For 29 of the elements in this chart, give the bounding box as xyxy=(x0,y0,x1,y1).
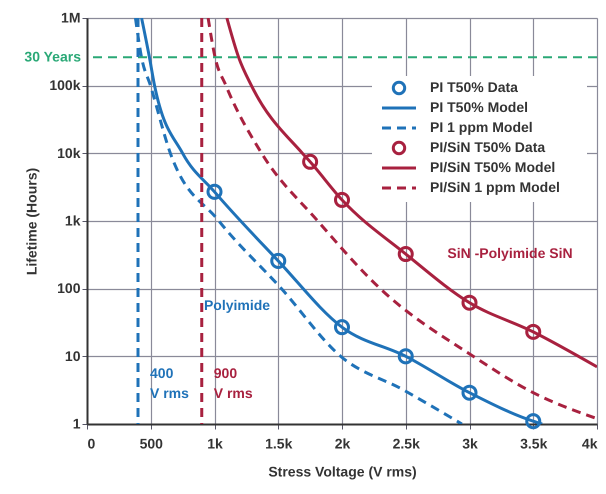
annotation: Polyimide xyxy=(204,297,270,313)
x-tick-label: 3.5k xyxy=(520,436,548,452)
y-tick-label: 10k xyxy=(57,144,81,161)
x-tick-label: 0 xyxy=(88,436,96,452)
x-tick-label: 1k xyxy=(207,436,223,452)
x-tick-label: 1.5k xyxy=(265,436,293,452)
x-axis-title: Stress Voltage (V rms) xyxy=(268,464,417,480)
ref-line-label: 30 Years xyxy=(24,48,82,64)
legend-label: PI/SiN 1 ppm Model xyxy=(430,179,560,195)
legend-label: PI/SiN T50% Data xyxy=(430,139,546,155)
legend-label: PI/SiN T50% Model xyxy=(430,159,556,175)
y-tick-label: 100k xyxy=(49,77,81,94)
y-axis-title: Lifetime (Hours) xyxy=(23,168,40,276)
y-tick-label: 100 xyxy=(57,280,81,296)
x-tick-label: 4k xyxy=(582,436,598,452)
y-tick-label: 1 xyxy=(72,416,81,432)
x-tick-label: 2k xyxy=(334,436,350,452)
ref-line-label: 900 V rms xyxy=(214,365,253,401)
legend-label: PI 1 ppm Model xyxy=(430,119,533,135)
legend-label: PI T50% Model xyxy=(430,99,528,115)
y-tick-label: 1M xyxy=(61,10,80,26)
y-tick-label: 1k xyxy=(64,212,81,228)
annotation: SiN -Polyimide SiN xyxy=(447,245,573,261)
x-tick-label: 500 xyxy=(140,436,164,452)
ref-line-label: 400 V rms xyxy=(150,365,190,401)
legend-label: PI T50% Data xyxy=(430,79,518,95)
x-tick-label: 2.5k xyxy=(392,436,420,452)
y-tick-label: 10 xyxy=(64,348,81,364)
x-tick-label: 3k xyxy=(462,436,478,452)
